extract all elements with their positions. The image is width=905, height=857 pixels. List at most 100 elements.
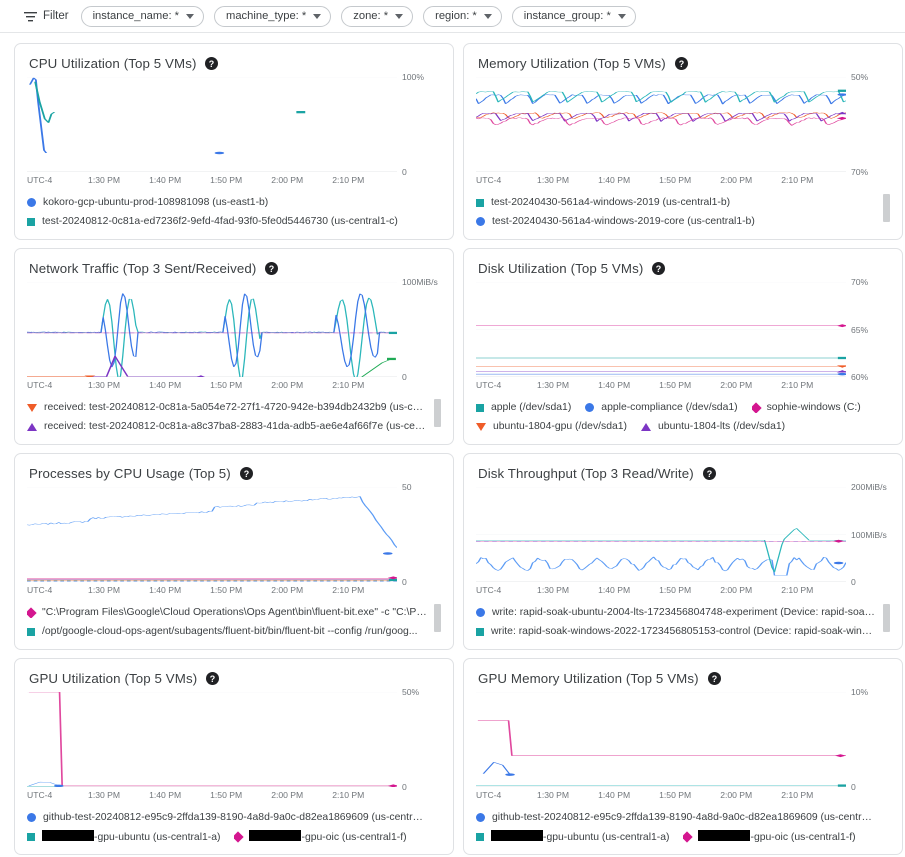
- x-axis-tick: 1:50 PM: [659, 585, 692, 595]
- chevron-down-icon: [395, 13, 404, 19]
- filter-label: Filter: [43, 10, 69, 22]
- help-circle-icon[interactable]: ?: [239, 467, 253, 480]
- y-axis-tick: 0: [402, 577, 407, 587]
- legend-item[interactable]: -gpu-ubuntu (us-central1-a): [476, 830, 669, 843]
- chip-instance-group[interactable]: instance_group: *: [511, 5, 636, 27]
- plot-region[interactable]: [27, 282, 397, 377]
- chevron-down-icon: [186, 13, 195, 19]
- chip-zone[interactable]: zone: *: [341, 5, 414, 27]
- plot-region[interactable]: [27, 487, 397, 582]
- chart-area[interactable]: 200MiB/s 100MiB/s 0 UTC-4 1:30 PM 1:40 PM 1:50…: [476, 482, 890, 599]
- legend-label: /opt/google-cloud-ops-agent/subagents/fl…: [42, 626, 418, 637]
- legend-item[interactable]: github-test-20240812-e95c9-2ffda139-8190…: [476, 812, 876, 823]
- help-circle-icon[interactable]: ?: [206, 672, 220, 685]
- x-axis-tick: 2:10 PM: [781, 175, 814, 185]
- legend-item[interactable]: ubuntu-1804-lts (/dev/sda1): [641, 421, 785, 432]
- redacted-text-block: [249, 830, 302, 841]
- help-circle-icon[interactable]: ?: [652, 262, 666, 275]
- help-circle-icon[interactable]: ?: [674, 57, 688, 70]
- help-circle-icon[interactable]: ?: [205, 57, 219, 70]
- legend-item[interactable]: github-test-20240812-e95c9-2ffda139-8190…: [27, 812, 427, 823]
- chart-legend: github-test-20240812-e95c9-2ffda139-8190…: [476, 808, 890, 846]
- chart-area[interactable]: 50% 70% UTC-4 1:30 PM 1:40 PM 1:50 PM 2:00 PM 2…: [476, 72, 890, 189]
- legend-item[interactable]: test-20240430-561a4-windows-2019-core (u…: [476, 216, 876, 227]
- legend-scrollbar[interactable]: [883, 604, 890, 632]
- legend-item[interactable]: -gpu-oic (us-central1-f): [234, 830, 407, 843]
- legend-item[interactable]: apple-compliance (/dev/sda1): [585, 402, 738, 413]
- chart-area[interactable]: 100MiB/s 0 UTC-4 1:30 PM 1:40 PM 1:50 PM 2:00 …: [27, 277, 441, 394]
- legend-scrollbar[interactable]: [434, 399, 441, 427]
- legend-marker-circle-icon: [476, 217, 485, 226]
- x-axis-tick: 1:50 PM: [659, 790, 692, 800]
- x-axis-tick: 1:30 PM: [88, 790, 121, 800]
- legend-marker-square-icon: [476, 627, 484, 636]
- plot-region[interactable]: [476, 692, 846, 787]
- y-axis-tick: 65%: [851, 324, 869, 335]
- x-axis-tick: 1:50 PM: [210, 380, 243, 390]
- panel-header: Processes by CPU Usage (Top 5)?: [29, 466, 441, 481]
- x-axis-tick: 2:00 PM: [720, 790, 753, 800]
- legend-item[interactable]: "C:\Program Files\Google\Cloud Operation…: [27, 607, 427, 618]
- y-axis-tick: 70%: [851, 277, 869, 287]
- legend-item[interactable]: ubuntu-1804-gpu (/dev/sda1): [476, 421, 627, 432]
- x-axis-tick: 1:40 PM: [149, 790, 182, 800]
- filter-button[interactable]: Filter: [22, 8, 71, 24]
- legend-item[interactable]: received: test-20240812-0c81a-5a054e72-2…: [27, 402, 427, 413]
- legend-item[interactable]: /opt/google-cloud-ops-agent/subagents/fl…: [27, 626, 427, 637]
- legend-label: apple (/dev/sda1): [491, 402, 572, 413]
- chart-area[interactable]: 50 0 UTC-4 1:30 PM 1:40 PM 1:50 PM 2:00 PM 2:10…: [27, 482, 441, 599]
- legend-item[interactable]: write: rapid-soak-windows-2022-172345680…: [476, 626, 876, 637]
- legend-item[interactable]: kokoro-gcp-ubuntu-prod-108981098 (us-eas…: [27, 197, 427, 208]
- svg-text:?: ?: [711, 674, 716, 684]
- x-axis-tick: 2:10 PM: [332, 175, 365, 185]
- panel-header: CPU Utilization (Top 5 VMs)?: [29, 56, 441, 71]
- legend-item[interactable]: test-20240430-561a4-windows-2019 (us-cen…: [476, 197, 876, 208]
- chevron-down-icon: [313, 13, 322, 19]
- legend-scrollbar[interactable]: [883, 194, 890, 222]
- chart-area[interactable]: 70% 65% 60% UTC-4 1:30 PM 1:40 PM 1:50 PM 2:00 …: [476, 277, 890, 394]
- y-axis-tick: 100%: [402, 72, 424, 82]
- legend-label: ubuntu-1804-lts (/dev/sda1): [658, 421, 786, 432]
- legend-item[interactable]: sophie-windows (C:): [751, 402, 861, 413]
- help-circle-icon[interactable]: ?: [707, 672, 721, 685]
- chart-area[interactable]: 10% 0 UTC-4 1:30 PM 1:40 PM 1:50 PM 2:00 PM 2:1…: [476, 687, 890, 804]
- legend-label: received: test-20240812-0c81a-5a054e72-2…: [44, 402, 427, 413]
- x-axis-tick: 1:40 PM: [598, 380, 631, 390]
- x-axis-tick: 1:50 PM: [659, 175, 692, 185]
- chip-machine-type[interactable]: machine_type: *: [214, 5, 332, 27]
- y-axis-tick: 50: [402, 482, 412, 492]
- panel-header: Memory Utilization (Top 5 VMs)?: [478, 56, 890, 71]
- x-axis-tick: 1:40 PM: [598, 790, 631, 800]
- y-axis-tick: 50%: [851, 72, 869, 82]
- x-axis-tick: 1:30 PM: [537, 790, 570, 800]
- plot-region[interactable]: [476, 282, 846, 377]
- chart-area[interactable]: 100% 0 UTC-4 1:30 PM 1:40 PM 1:50 PM 2:00 PM 2:…: [27, 72, 441, 189]
- redacted-text-block: [698, 830, 751, 841]
- x-axis-labels: UTC-4 1:30 PM 1:40 PM 1:50 PM 2:00 PM 2:10 PM: [27, 584, 397, 599]
- plot-region[interactable]: [476, 77, 846, 172]
- plot-region[interactable]: [27, 692, 397, 787]
- legend-scrollbar[interactable]: [434, 604, 441, 632]
- legend-item[interactable]: write: rapid-soak-ubuntu-2004-lts-172345…: [476, 607, 876, 618]
- x-axis-tick: 1:30 PM: [537, 380, 570, 390]
- legend-item[interactable]: -gpu-oic (us-central1-f): [683, 830, 856, 843]
- legend-marker-circle-icon: [27, 813, 36, 822]
- chip-region[interactable]: region: *: [423, 5, 502, 27]
- help-circle-icon[interactable]: ?: [265, 262, 279, 275]
- legend-item[interactable]: test-20240812-0c81a-ed7236f2-9efd-4fad-9…: [27, 216, 427, 227]
- plot-region[interactable]: [476, 487, 846, 582]
- legend-label: ubuntu-1804-gpu (/dev/sda1): [493, 421, 628, 432]
- chart-area[interactable]: 50% 0 UTC-4 1:30 PM 1:40 PM 1:50 PM 2:00 PM 2:1…: [27, 687, 441, 804]
- legend-label-text: -gpu-ubuntu (us-central1-a): [543, 832, 670, 843]
- legend-item[interactable]: -gpu-ubuntu (us-central1-a): [27, 830, 220, 843]
- chart-legend: received: test-20240812-0c81a-5a054e72-2…: [27, 398, 441, 436]
- x-axis-tick: 1:30 PM: [88, 380, 121, 390]
- chip-instance-name[interactable]: instance_name: *: [80, 5, 205, 27]
- legend-item[interactable]: received: test-20240812-0c81a-a8c37ba8-2…: [27, 421, 427, 432]
- legend-label: kokoro-gcp-ubuntu-prod-108981098 (us-eas…: [43, 197, 269, 208]
- panel-title: Memory Utilization (Top 5 VMs): [478, 56, 666, 71]
- legend-item[interactable]: apple (/dev/sda1): [476, 402, 571, 413]
- plot-region[interactable]: [27, 77, 397, 172]
- x-axis-labels: UTC-4 1:30 PM 1:40 PM 1:50 PM 2:00 PM 2:10 PM: [27, 174, 397, 189]
- help-circle-icon[interactable]: ?: [702, 467, 716, 480]
